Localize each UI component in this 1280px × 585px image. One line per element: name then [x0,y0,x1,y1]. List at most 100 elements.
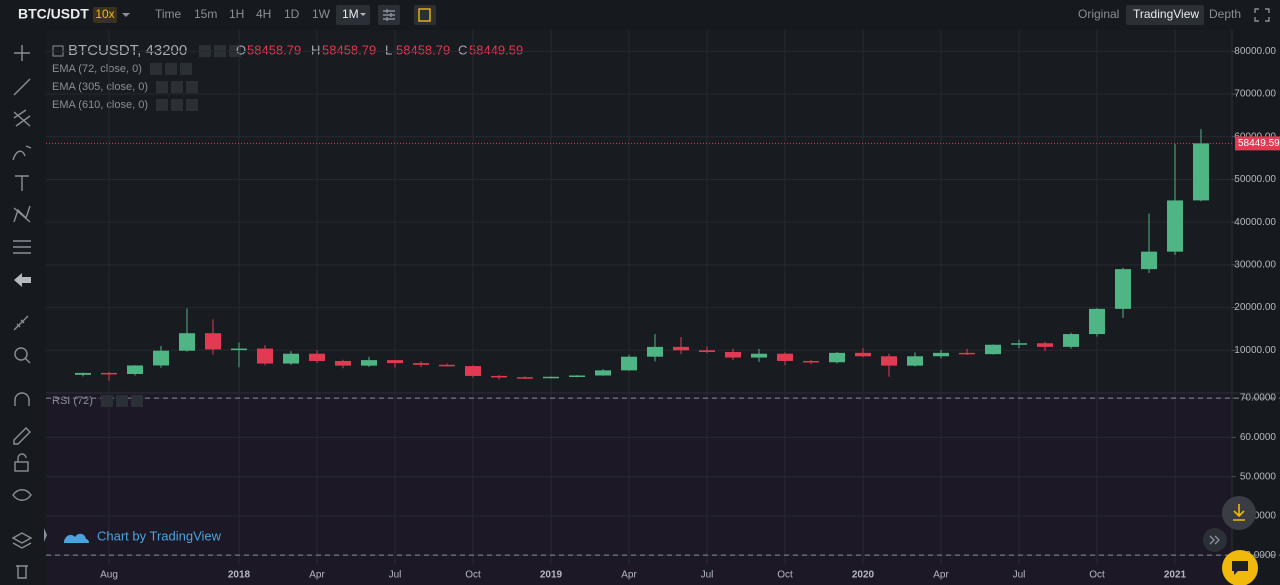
indicator-label: EMA (72, close, 0) [52,63,142,75]
interval[interactable]: 15m [194,7,217,21]
leverage-box[interactable] [93,7,117,23]
candle-body [153,350,169,366]
intervals: Time 15m 1H 4H 1D 1W 1M [155,5,370,25]
indicator-button[interactable] [186,81,198,93]
rsi-button[interactable] [116,395,128,407]
candle-body [1141,251,1157,270]
tradingview-logo[interactable] [64,533,89,543]
lock-draw-tool[interactable] [13,427,31,445]
x-tick-label: Oct [777,570,793,581]
caret[interactable] [122,13,130,17]
prediction-tool[interactable] [13,240,31,254]
indicator-button[interactable] [150,63,162,75]
collapse-toolbar[interactable] [44,528,47,542]
candle-body [1115,269,1131,309]
indicator-label: EMA (610, close, 0) [52,99,148,111]
candle-body [673,346,689,351]
line-tool[interactable] [13,78,31,96]
last-price-tag [1235,136,1280,151]
scroll-right-button[interactable] [1203,528,1227,552]
ohlc-value: 58458.79 [322,42,376,57]
candle-body [75,372,91,375]
view-tab[interactable]: Original [1078,7,1119,21]
indicator-button[interactable] [156,99,168,111]
candle-body [179,333,195,351]
drawing-toolbar [11,45,47,579]
x-tick-label: Oct [465,570,481,581]
candle-body [335,360,351,366]
fullscreen-icon[interactable] [1254,8,1270,22]
rsi-button[interactable] [131,395,143,407]
candle-body [361,360,377,366]
visibility-tool[interactable] [12,489,32,501]
x-tick-label: Apr [309,570,325,581]
x-tick-label: Apr [621,570,637,581]
zoom-tool[interactable] [14,347,28,361]
candle-body [543,376,559,379]
indicator-button[interactable] [165,63,177,75]
lock-shackle [17,453,27,462]
notes-button[interactable] [414,5,436,25]
lock-tool[interactable] [14,461,29,472]
indicator-button[interactable] [180,63,192,75]
interval[interactable]: 1M [342,7,359,21]
x-tick-label: Apr [933,570,949,581]
view-selected [1126,5,1204,25]
indicator-label: EMA (305, close, 0) [52,81,148,93]
branding[interactable]: Chart by TradingView [97,528,222,543]
download-icon [1233,504,1245,521]
indicator-button[interactable] [171,81,183,93]
indicator-button[interactable] [171,99,183,111]
ohlc-key: C [458,42,467,57]
candle-body [699,350,715,353]
ohlc-value: 58449.59 [469,42,523,57]
fib-tool[interactable] [13,109,31,127]
trash-tool[interactable] [16,565,28,579]
y-tick-label: 30000.00 [1234,260,1276,271]
candle-body [881,356,897,366]
candle-body [283,353,299,364]
candle-body [257,348,273,364]
y-tick-label: 60.0000 [1240,432,1277,443]
view-tab[interactable]: TradingView [1133,7,1199,21]
text-tool[interactable] [15,175,29,191]
candle-body [1037,343,1053,347]
x-tick-label: Jul [701,570,714,581]
indicator-button[interactable] [186,99,198,111]
y-tick-label: 30.0000 [1240,550,1277,561]
interval[interactable]: 1D [284,7,300,21]
magnet-tool[interactable] [14,392,30,406]
rsi-title: RSI (72) [52,395,93,407]
rsi-pane [46,393,1232,585]
candle-body [127,365,143,374]
crosshair-tool[interactable] [14,45,30,61]
candle-body [569,375,585,377]
view-tab[interactable]: Depth [1209,7,1241,21]
layers-tool[interactable] [11,532,33,549]
x-tick-label: 2019 [540,570,563,581]
ruler-tool[interactable] [13,315,29,331]
rsi-button[interactable] [101,395,113,407]
y-tick-label: 50000.00 [1234,174,1276,185]
candle-body [1063,334,1079,347]
leverage[interactable]: 10x [95,7,114,21]
brush-tool[interactable] [12,145,32,161]
interval[interactable]: Time [155,7,182,21]
x-tick-label: Oct [1089,570,1105,581]
candle-body [933,352,949,357]
back-tool[interactable] [14,273,31,287]
pattern-tool[interactable] [13,205,31,223]
y-tick-label: 20000.00 [1234,302,1276,313]
indicator-button[interactable] [156,81,168,93]
x-tick-label: 2020 [852,570,875,581]
candle-body [387,360,403,364]
ohlc-value: 58458.79 [247,42,301,57]
y-tick-label: 10000.00 [1234,345,1276,356]
interval[interactable]: 1H [229,7,244,21]
interval[interactable]: 4H [256,7,271,21]
interval[interactable]: 1W [312,7,331,21]
candle-body [855,352,871,357]
candle-body [517,377,533,379]
symbol: BTCUSDT, 43200 [68,42,187,59]
